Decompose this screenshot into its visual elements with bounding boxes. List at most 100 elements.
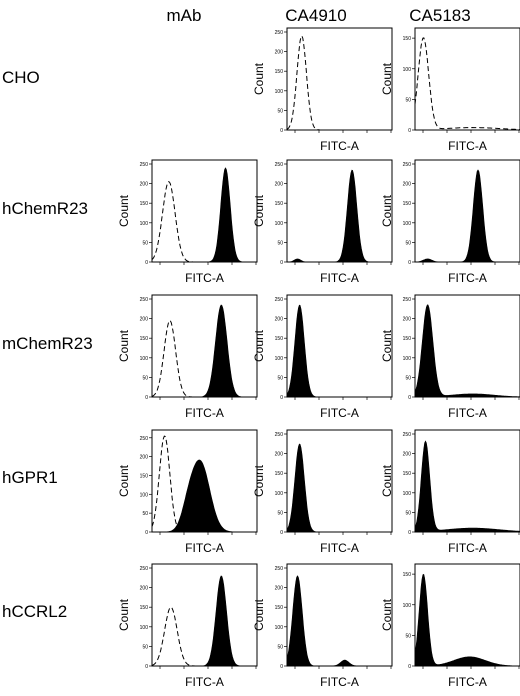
plot-frame <box>414 27 520 131</box>
y-tick-label: 250 <box>275 297 284 303</box>
histogram-dashed-0 <box>151 606 257 667</box>
y-axis-label: Count <box>117 464 131 497</box>
y-tick-label: 0 <box>408 395 411 401</box>
y-tick-label: 100 <box>275 89 284 95</box>
column-header-ca4910: CA4910 <box>285 6 347 25</box>
plot-frame <box>414 294 520 398</box>
x-axis-label: FITC-A <box>185 406 224 420</box>
y-tick-label: 250 <box>275 566 284 572</box>
plot-frame <box>286 294 393 398</box>
x-axis-label: FITC-A <box>320 271 359 285</box>
y-axis-label: Count <box>252 194 266 227</box>
y-tick-label: 0 <box>280 395 283 401</box>
histogram-filled-0 <box>414 304 520 398</box>
plot-frame <box>286 429 393 533</box>
y-axis-label: Count <box>380 62 394 95</box>
x-axis-label: FITC-A <box>448 541 487 555</box>
histogram-filled-0 <box>414 573 520 667</box>
plot-frame <box>151 429 258 533</box>
y-axis-label: Count <box>117 329 131 362</box>
plot-frame <box>151 563 258 667</box>
histogram-panel-hChemR23-CA4910: 0 50 100 150 200 250 FITC-A Count <box>252 159 393 285</box>
histogram-panel-hGPR1-CA4910: 0 50 100 150 200 250 FITC-A Count <box>252 429 393 555</box>
y-tick-label: 200 <box>275 586 284 592</box>
histogram-panel-hChemR23-CA5183: 0 50 100 150 200 250 FITC-A Count <box>380 159 520 285</box>
y-axis-label: Count <box>380 329 394 362</box>
row-label-hchemr23: hChemR23 <box>2 199 88 218</box>
histogram-filled-0 <box>287 169 392 263</box>
y-tick-label: 250 <box>275 162 284 168</box>
histogram-panel-mChemR23-CA5183: 0 50 100 150 200 250 FITC-A Count <box>380 294 520 420</box>
row-label-mchemr23: mChemR23 <box>2 334 93 353</box>
plot-frame <box>414 159 520 263</box>
y-tick-label: 150 <box>403 471 412 477</box>
plot-frame <box>286 159 393 263</box>
y-tick-label: 0 <box>408 260 411 266</box>
y-tick-label: 150 <box>140 201 149 207</box>
y-tick-label: 100 <box>403 221 412 227</box>
y-tick-label: 50 <box>142 511 148 517</box>
histogram-panel-mChemR23-CA4910: 0 50 100 150 200 250 FITC-A Count <box>252 294 393 420</box>
y-axis-label: Count <box>252 464 266 497</box>
y-tick-label: 150 <box>140 605 149 611</box>
y-tick-label: 0 <box>408 128 411 134</box>
y-tick-label: 200 <box>403 182 412 188</box>
y-tick-label: 0 <box>145 664 148 670</box>
x-axis-label: FITC-A <box>185 675 224 689</box>
y-tick-label: 0 <box>408 664 411 670</box>
y-tick-label: 200 <box>140 455 149 461</box>
plot-frame <box>414 429 520 533</box>
y-tick-label: 150 <box>140 473 149 479</box>
histogram-panel-hCCRL2-CA5183: 0 50 100 150 FITC-A Count <box>380 563 520 689</box>
histogram-dashed-0 <box>414 37 520 130</box>
y-tick-label: 200 <box>403 452 412 458</box>
row-label-cho: CHO <box>2 68 40 87</box>
histogram-panel-CHO-CA5183: 0 50 100 150 FITC-A Count <box>380 27 520 153</box>
y-tick-label: 50 <box>405 633 411 639</box>
plot-frame <box>151 294 258 398</box>
y-tick-label: 50 <box>142 375 148 381</box>
histogram-filled-1 <box>152 575 257 667</box>
histogram-filled-0 <box>414 169 520 263</box>
y-tick-label: 50 <box>277 240 283 246</box>
row-label-hccrl2: hCCRL2 <box>2 602 68 621</box>
histogram-filled-1 <box>152 459 257 533</box>
y-tick-label: 100 <box>403 491 412 497</box>
y-tick-label: 0 <box>280 530 283 536</box>
y-axis-label: Count <box>117 194 131 227</box>
histogram-panel-hChemR23-mAb: 0 50 100 150 200 250 FITC-A Count <box>117 159 258 285</box>
y-axis-label: Count <box>252 598 266 631</box>
y-axis-label: Count <box>252 329 266 362</box>
y-axis-label: Count <box>380 464 394 497</box>
histogram-panel-hCCRL2-CA4910: 0 50 100 150 200 250 FITC-A Count <box>252 563 393 689</box>
column-header-ca5183: CA5183 <box>409 6 471 25</box>
y-tick-label: 50 <box>277 375 283 381</box>
histogram-filled-0 <box>414 440 520 533</box>
y-tick-label: 200 <box>140 317 149 323</box>
y-tick-label: 0 <box>280 128 283 134</box>
y-tick-label: 100 <box>403 603 412 609</box>
histogram-panel-CHO-CA4910: 0 50 100 150 200 250 FITC-A Count <box>252 27 393 153</box>
y-tick-label: 200 <box>275 182 284 188</box>
y-tick-label: 150 <box>275 336 284 342</box>
y-tick-label: 150 <box>403 336 412 342</box>
histogram-panel-mChemR23-mAb: 0 50 100 150 200 250 FITC-A Count <box>117 294 258 420</box>
y-tick-label: 0 <box>280 260 283 266</box>
x-axis-label: FITC-A <box>185 271 224 285</box>
y-tick-label: 50 <box>142 644 148 650</box>
histogram-panel-hCCRL2-mAb: 0 50 100 150 200 250 FITC-A Count <box>117 563 258 689</box>
y-tick-label: 50 <box>405 375 411 381</box>
y-tick-label: 200 <box>140 182 149 188</box>
y-tick-label: 50 <box>405 240 411 246</box>
y-tick-label: 250 <box>140 436 149 442</box>
y-tick-label: 100 <box>275 491 284 497</box>
y-tick-label: 150 <box>403 572 412 578</box>
y-tick-label: 0 <box>145 260 148 266</box>
histogram-dashed-0 <box>151 181 257 263</box>
y-tick-label: 100 <box>275 221 284 227</box>
column-header-mab: mAb <box>166 6 202 25</box>
y-tick-label: 0 <box>280 664 283 670</box>
x-axis-label: FITC-A <box>448 271 487 285</box>
y-axis-label: Count <box>252 62 266 95</box>
y-tick-label: 50 <box>405 510 411 516</box>
